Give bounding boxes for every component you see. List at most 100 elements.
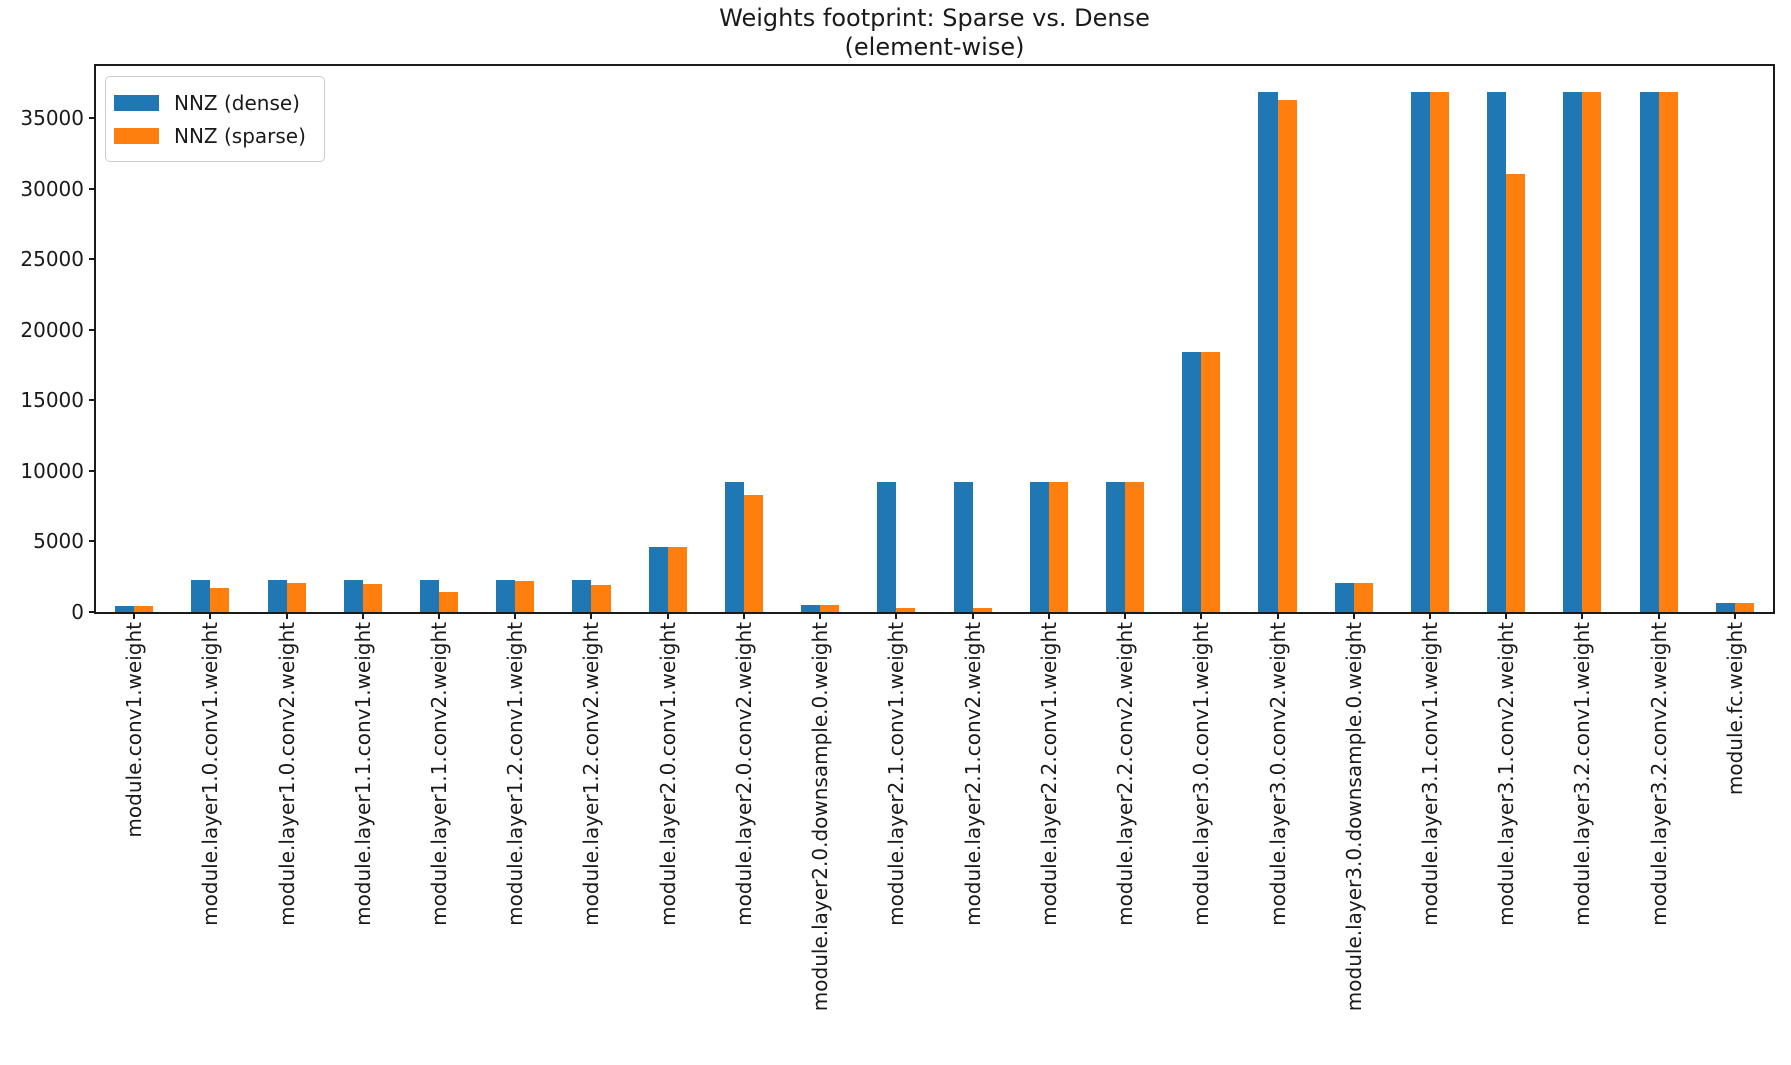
x-tick-label: module.conv1.weight [122,622,147,838]
sparse-bar-12 [1048,481,1068,612]
sparse-bar-16 [1353,583,1373,612]
legend-swatch-sparse [114,127,159,144]
x-tick-label: module.layer2.1.conv1.weight [884,622,909,926]
x-tick-mark [1581,612,1584,619]
dense-bar-14 [1182,351,1202,612]
sparse-bar-13 [1125,481,1145,612]
dense-bar-0 [115,605,135,612]
sparse-bar-3 [362,584,382,612]
x-tick-label: module.layer2.2.conv1.weight [1036,622,1061,926]
sparse-bar-21 [1734,602,1754,612]
x-tick-mark [1276,612,1279,619]
dense-bar-16 [1334,583,1354,612]
y-tick-label: 25000 [20,247,84,272]
dense-bar-20 [1639,91,1659,612]
x-tick-label: module.layer1.2.conv2.weight [579,622,604,926]
x-tick-mark [666,612,669,619]
x-tick-mark [1200,612,1203,619]
x-tick-label: module.layer3.2.conv2.weight [1646,622,1671,926]
sparse-bar-5 [515,580,535,612]
x-tick-label: module.layer3.2.conv1.weight [1570,622,1595,926]
x-tick-label: module.layer2.0.conv2.weight [731,622,756,926]
dense-bar-6 [572,579,592,612]
dense-bar-1 [191,579,211,612]
y-tick-label: 30000 [20,176,84,201]
sparse-bar-15 [1277,100,1297,612]
y-tick-mark [89,328,96,331]
x-tick-mark [1124,612,1127,619]
x-tick-mark [1428,612,1431,619]
x-tick-label: module.layer3.1.conv1.weight [1417,622,1442,926]
dense-bar-18 [1487,91,1507,612]
y-tick-mark [89,399,96,402]
y-tick-mark [89,540,96,543]
legend-item-dense: NNZ (dense) [114,86,306,119]
dense-bar-7 [648,547,668,612]
dense-bar-17 [1410,91,1430,612]
sparse-bar-8 [743,494,763,612]
chart-title: Weights footprint: Sparse vs. Dense (ele… [96,4,1773,62]
sparse-bar-1 [210,588,230,612]
y-tick-label: 10000 [20,458,84,483]
y-tick-label: 15000 [20,388,84,413]
y-tick-label: 5000 [33,529,84,554]
dense-bar-21 [1715,602,1735,612]
sparse-bar-20 [1658,91,1678,612]
sparse-bar-0 [134,605,154,612]
x-tick-mark [1505,612,1508,619]
sparse-bar-2 [286,582,306,612]
dense-bar-13 [1106,481,1126,612]
x-tick-label: module.layer1.0.conv1.weight [198,622,223,926]
y-tick-mark [89,469,96,472]
sparse-bar-7 [667,547,687,612]
sparse-bar-9 [820,604,840,612]
x-tick-label: module.layer1.1.conv2.weight [427,622,452,926]
x-tick-label: module.layer3.0.conv2.weight [1265,622,1290,926]
x-tick-label: module.layer1.2.conv1.weight [503,622,528,926]
x-tick-mark [1657,612,1660,619]
x-tick-label: module.layer3.0.downsample.0.weight [1341,622,1366,1012]
y-tick-mark [89,611,96,613]
x-tick-label: module.layer1.0.conv2.weight [274,622,299,926]
x-tick-mark [209,612,212,619]
chart-title-line1: Weights footprint: Sparse vs. Dense [719,4,1150,32]
sparse-bar-10 [896,607,916,612]
x-tick-label: module.layer3.0.conv1.weight [1189,622,1214,926]
sparse-bar-4 [439,591,459,612]
sparse-bar-11 [972,607,992,612]
y-tick-mark [89,187,96,190]
y-tick-label: 20000 [20,317,84,342]
x-tick-mark [514,612,517,619]
sparse-bar-18 [1506,174,1526,612]
sparse-bar-17 [1429,91,1450,612]
y-tick-mark [89,258,96,261]
legend-label-sparse: NNZ (sparse) [174,123,306,148]
x-tick-mark [285,612,288,619]
x-tick-label: module.layer2.0.conv1.weight [655,622,680,926]
dense-bar-15 [1258,91,1278,612]
sparse-bar-6 [591,584,611,612]
legend: NNZ (dense) NNZ (sparse) [105,76,325,162]
sparse-bar-19 [1582,91,1602,612]
plot-area: NNZ (dense) NNZ (sparse) [94,64,1775,614]
dense-bar-10 [877,481,897,612]
legend-label-dense: NNZ (dense) [174,90,300,115]
x-tick-label: module.layer1.1.conv1.weight [350,622,375,926]
x-tick-label: module.layer3.1.conv2.weight [1494,622,1519,926]
legend-swatch-dense [114,94,159,111]
x-tick-mark [590,612,593,619]
dense-bar-9 [801,604,821,612]
dense-bar-12 [1029,481,1049,612]
dense-bar-8 [724,481,744,612]
dense-bar-3 [343,579,363,612]
x-tick-mark [971,612,974,619]
dense-bar-5 [496,579,516,612]
dense-bar-4 [419,579,439,612]
dense-bar-19 [1563,91,1583,612]
x-tick-mark [1047,612,1050,619]
x-tick-label: module.layer2.2.conv2.weight [1113,622,1138,926]
y-tick-mark [89,117,96,120]
x-tick-mark [133,612,136,619]
x-tick-mark [1352,612,1355,619]
